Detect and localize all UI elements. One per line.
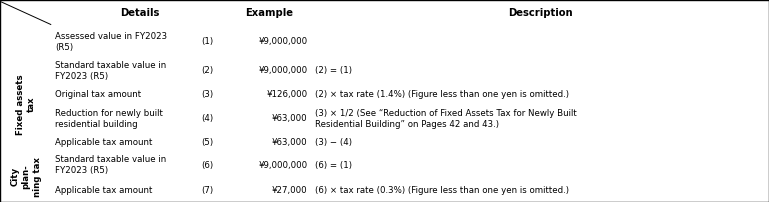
- Bar: [227, 151, 311, 180]
- Text: (2) = (1): (2) = (1): [315, 66, 352, 75]
- Text: Assessed value in FY2023
(R5): Assessed value in FY2023 (R5): [55, 32, 168, 52]
- Bar: [188, 133, 227, 151]
- Text: (3) × 1/2 (See “Reduction of Fixed Assets Tax for Newly Built
Residential Buildi: (3) × 1/2 (See “Reduction of Fixed Asset…: [315, 109, 577, 129]
- Bar: [311, 0, 769, 26]
- Bar: [52, 0, 227, 26]
- Text: Standard taxable value in
FY2023 (R5): Standard taxable value in FY2023 (R5): [55, 61, 167, 81]
- Text: (2): (2): [201, 66, 214, 75]
- Text: ¥27,000: ¥27,000: [272, 186, 308, 195]
- Bar: [52, 180, 188, 202]
- Text: Original tax amount: Original tax amount: [55, 90, 141, 99]
- Text: (4): (4): [201, 114, 214, 123]
- Text: (6): (6): [201, 161, 214, 170]
- Text: (3): (3): [201, 90, 214, 99]
- Bar: [311, 180, 769, 202]
- Bar: [52, 133, 188, 151]
- Bar: [227, 180, 311, 202]
- Text: (5): (5): [201, 138, 214, 147]
- Bar: [311, 84, 769, 105]
- Bar: [52, 57, 188, 84]
- Bar: [52, 151, 188, 180]
- Bar: [227, 84, 311, 105]
- Bar: [188, 57, 227, 84]
- Bar: [311, 26, 769, 57]
- Bar: [188, 151, 227, 180]
- Bar: [188, 180, 227, 202]
- Text: Example: Example: [245, 8, 293, 18]
- Bar: [311, 133, 769, 151]
- Bar: [0, 0, 52, 26]
- Bar: [188, 26, 227, 57]
- Text: (6) = (1): (6) = (1): [315, 161, 352, 170]
- Text: (6) × tax rate (0.3%) (Figure less than one yen is omitted.): (6) × tax rate (0.3%) (Figure less than …: [315, 186, 569, 195]
- Text: ¥9,000,000: ¥9,000,000: [258, 161, 308, 170]
- Text: ¥126,000: ¥126,000: [267, 90, 308, 99]
- Bar: [0, 57, 52, 151]
- Text: Standard taxable value in
FY2023 (R5): Standard taxable value in FY2023 (R5): [55, 155, 167, 176]
- Text: Fixed assets
tax: Fixed assets tax: [16, 74, 36, 135]
- Bar: [311, 151, 769, 180]
- Bar: [188, 105, 227, 133]
- Bar: [52, 84, 188, 105]
- Bar: [227, 57, 311, 84]
- Text: ¥9,000,000: ¥9,000,000: [258, 66, 308, 75]
- Bar: [52, 26, 188, 57]
- Bar: [0, 26, 52, 57]
- Bar: [0, 151, 52, 202]
- Text: ¥63,000: ¥63,000: [272, 138, 308, 147]
- Text: Applicable tax amount: Applicable tax amount: [55, 186, 153, 195]
- Text: ¥63,000: ¥63,000: [272, 114, 308, 123]
- Bar: [227, 0, 311, 26]
- Text: (2) × tax rate (1.4%) (Figure less than one yen is omitted.): (2) × tax rate (1.4%) (Figure less than …: [315, 90, 569, 99]
- Text: Reduction for newly built
residential building: Reduction for newly built residential bu…: [55, 109, 163, 129]
- Bar: [311, 105, 769, 133]
- Bar: [227, 26, 311, 57]
- Text: (1): (1): [201, 38, 214, 46]
- Bar: [227, 133, 311, 151]
- Text: Description: Description: [508, 8, 573, 18]
- Bar: [227, 105, 311, 133]
- Text: Details: Details: [120, 8, 159, 18]
- Bar: [311, 57, 769, 84]
- Text: (3) − (4): (3) − (4): [315, 138, 352, 147]
- Text: (7): (7): [201, 186, 214, 195]
- Text: Applicable tax amount: Applicable tax amount: [55, 138, 153, 147]
- Text: City
plan-
ning tax: City plan- ning tax: [11, 157, 42, 197]
- Bar: [52, 105, 188, 133]
- Text: ¥9,000,000: ¥9,000,000: [258, 38, 308, 46]
- Bar: [188, 84, 227, 105]
